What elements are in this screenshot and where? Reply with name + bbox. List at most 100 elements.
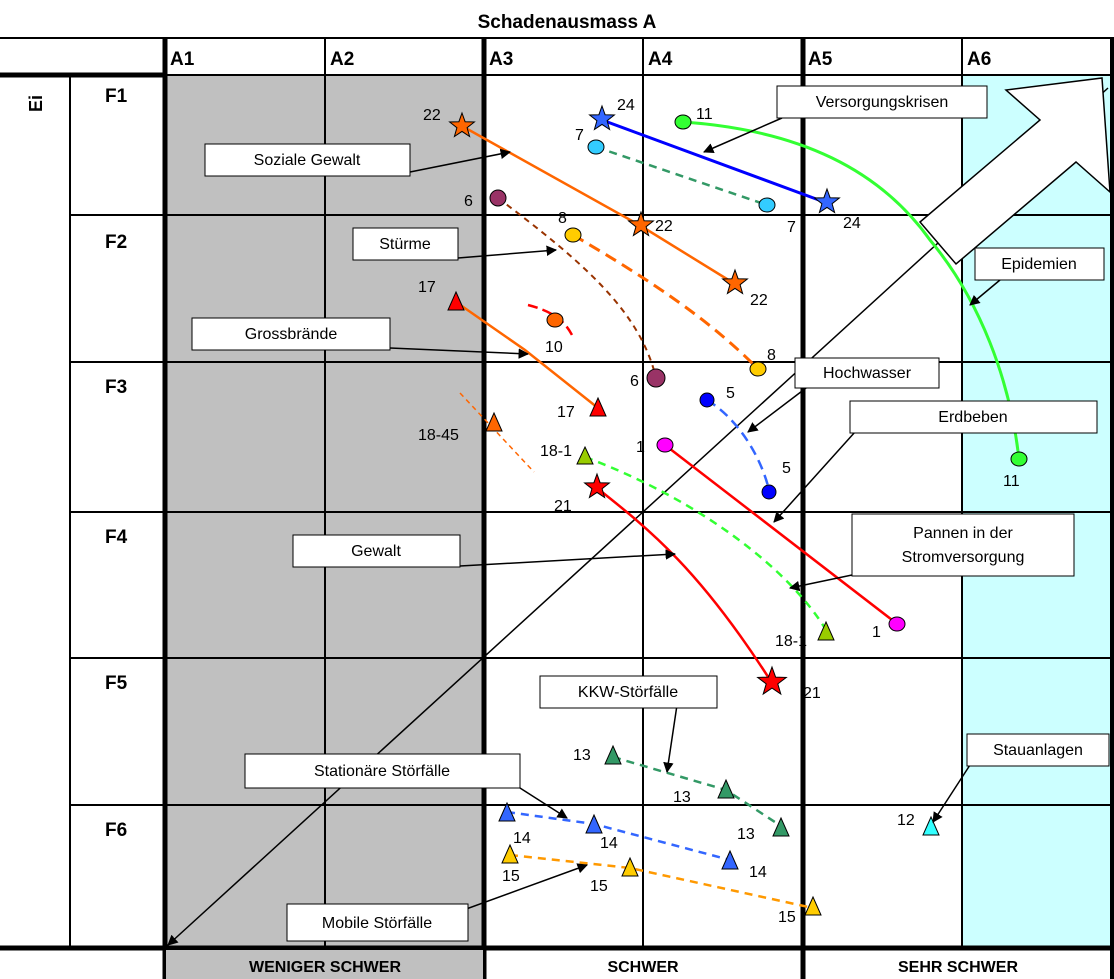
callout-erdbeben: Erdbeben: [849, 400, 1098, 434]
triangle-15-a: [501, 843, 519, 864]
column-header-a2: A2: [330, 49, 354, 70]
column-header-a5: A5: [808, 49, 833, 70]
column-header-a4: A4: [648, 49, 673, 70]
line-epidemien: [682, 120, 1021, 460]
svg-text:Epidemien: Epidemien: [1001, 256, 1077, 273]
column-header-a6: A6: [967, 49, 991, 70]
label-7-a: 7: [575, 127, 584, 144]
label-8-a: 8: [558, 210, 567, 227]
label-5-b: 5: [782, 460, 791, 477]
dot-7-a: [587, 139, 605, 155]
triangle-17-a: [447, 290, 465, 311]
row-header-f2: F2: [105, 232, 127, 253]
svg-text:Pannen in der: Pannen in der: [913, 525, 1013, 542]
label-11-b: 11: [1003, 473, 1020, 490]
svg-text:Mobile Störfälle: Mobile Störfälle: [322, 915, 432, 932]
label-14-b: 14: [600, 835, 618, 852]
label-1-b: 1: [872, 624, 881, 641]
dot-11-b: [1010, 451, 1028, 467]
dot-11-a: [674, 114, 692, 130]
dot-1-a: [656, 437, 674, 453]
label-5-a: 5: [726, 385, 735, 402]
big-hollow-arrow: [918, 77, 1111, 266]
star-24-a: [588, 104, 616, 131]
callout-soziale-gewalt: Soziale Gewalt: [204, 143, 411, 177]
dot-8-a: [564, 227, 582, 243]
triangle-18-45: [485, 411, 503, 432]
triangle-14-a: [498, 801, 516, 822]
callout-boxes: Versorgungskrisen Soziale Gewalt Stürme …: [191, 85, 1110, 942]
svg-text:Grossbrände: Grossbrände: [245, 326, 338, 343]
marker-labels: 22 24 11 7 7 24 6 8 22 22 17 10 8 6 5 5 …: [418, 97, 1020, 926]
label-17-a: 17: [418, 279, 436, 296]
label-12: 12: [897, 812, 915, 829]
callout-kkw: KKW-Störfälle: [539, 675, 718, 709]
dot-1-b: [888, 616, 906, 632]
column-header-a3: A3: [489, 49, 513, 70]
callout-versorgungskrisen: Versorgungskrisen: [776, 85, 988, 119]
label-13-c: 13: [737, 826, 755, 843]
triangle-14-c: [721, 849, 739, 870]
label-7-b: 7: [787, 219, 796, 236]
label-21-a: 21: [554, 498, 572, 515]
label-22-c: 22: [750, 292, 768, 309]
triangle-18-1-a: [576, 445, 594, 465]
line-hochwasser: [706, 398, 771, 491]
label-10: 10: [545, 339, 563, 356]
svg-text:Gewalt: Gewalt: [351, 543, 401, 560]
label-15-c: 15: [778, 909, 796, 926]
svg-text:Versorgungskrisen: Versorgungskrisen: [816, 94, 949, 111]
line-mobile: [509, 853, 814, 910]
row-header-f5: F5: [105, 673, 128, 694]
footer-group-schwer: SCHWER: [607, 959, 679, 976]
column-headers: A1 A2 A3 A4 A5 A6: [170, 49, 991, 70]
footer-group-weniger-schwer: WENIGER SCHWER: [249, 959, 401, 976]
callout-stationaere: Stationäre Störfälle: [244, 753, 521, 789]
svg-text:Stürme: Stürme: [379, 236, 431, 253]
label-22-b: 22: [655, 218, 673, 235]
event-markers: [447, 104, 1028, 916]
line-pannen: [584, 455, 828, 631]
row-header-f3: F3: [105, 377, 127, 398]
triangle-13-a: [604, 744, 622, 765]
triangle-15-b: [621, 856, 639, 877]
column-header-a1: A1: [170, 49, 195, 70]
callout-pannen: Pannen in der Stromversorgung: [851, 513, 1075, 577]
label-21-b: 21: [803, 685, 821, 702]
label-15-a: 15: [502, 868, 520, 885]
label-14-a: 14: [513, 830, 531, 847]
dot-8-b: [749, 361, 767, 377]
row-header-f4: F4: [105, 527, 128, 548]
line-stationaere: [506, 810, 731, 862]
line-stuerme: [572, 233, 760, 371]
dot-6-a: [489, 189, 507, 207]
svg-text:Soziale Gewalt: Soziale Gewalt: [254, 152, 361, 169]
header-title: Schadenausmass A: [478, 12, 657, 33]
label-24-a: 24: [617, 97, 635, 114]
svg-text:Erdbeben: Erdbeben: [938, 409, 1007, 426]
star-22-b: [627, 210, 655, 237]
label-6-b: 6: [630, 373, 639, 390]
label-22-a: 22: [423, 107, 441, 124]
label-6-a: 6: [464, 193, 473, 210]
label-14-c: 14: [749, 864, 767, 881]
star-21-a: [583, 472, 611, 499]
svg-text:Stationäre Störfälle: Stationäre Störfälle: [314, 763, 450, 780]
triangle-13-b: [717, 778, 735, 799]
callout-hochwasser: Hochwasser: [794, 357, 940, 389]
star-21-b: [756, 665, 788, 696]
row-header-f1: F1: [105, 86, 128, 107]
label-17-b: 17: [557, 404, 575, 421]
callout-stuerme: Stürme: [352, 227, 459, 261]
label-13-a: 13: [573, 747, 591, 764]
svg-text:Hochwasser: Hochwasser: [823, 365, 912, 382]
label-18-45: 18-45: [418, 427, 459, 444]
footer-groups: WENIGER SCHWER SCHWER SEHR SCHWER: [166, 950, 1018, 979]
line-6: [497, 197, 657, 379]
dot-5-a: [699, 392, 715, 408]
dot-7-b: [758, 197, 776, 213]
dot-10: [546, 312, 564, 328]
dot-5-b: [761, 484, 777, 500]
callout-gewalt: Gewalt: [292, 534, 461, 568]
